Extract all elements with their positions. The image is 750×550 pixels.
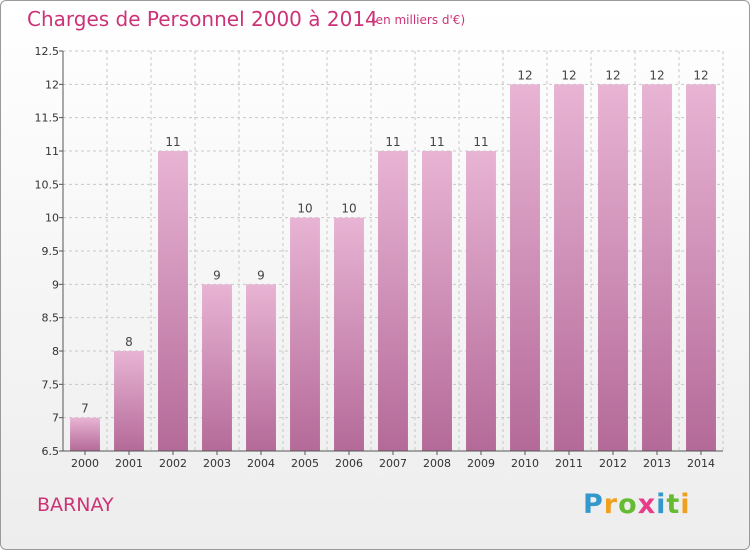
x-tick-label-2011: 2011 (555, 457, 583, 470)
bar-2008[interactable] (422, 151, 452, 451)
x-tick-label-2000: 2000 (71, 457, 99, 470)
x-tick-label-2007: 2007 (379, 457, 407, 470)
logo-letter: P (583, 489, 604, 520)
data-label-2005: 10 (297, 202, 312, 216)
y-tick-label: 8 (52, 345, 59, 358)
y-tick-label: 7.5 (42, 378, 60, 391)
logo-letter: r (603, 489, 619, 520)
data-label-2014: 12 (693, 68, 708, 82)
x-tick-label-2009: 2009 (467, 457, 495, 470)
x-tick-label-2014: 2014 (687, 457, 715, 470)
y-tick-label: 9 (52, 278, 59, 291)
chart-subtitle: (en milliers d'€) (371, 13, 466, 27)
x-tick-label-2008: 2008 (423, 457, 451, 470)
data-label-2006: 10 (341, 202, 356, 216)
data-label-2001: 8 (125, 335, 133, 349)
x-tick-label-2004: 2004 (247, 457, 275, 470)
y-tick-label: 12.5 (35, 45, 60, 58)
data-label-2003: 9 (213, 268, 221, 282)
x-tick-label-2003: 2003 (203, 457, 231, 470)
bar-2014[interactable] (686, 84, 716, 451)
bar-2013[interactable] (642, 84, 672, 451)
y-tick-label: 11 (45, 145, 59, 158)
logo-letter: x (637, 489, 657, 520)
bars (70, 84, 716, 451)
data-label-2011: 12 (561, 68, 576, 82)
bar-2012[interactable] (598, 84, 628, 451)
y-tick-label: 11.5 (35, 112, 60, 125)
x-tick-label-2005: 2005 (291, 457, 319, 470)
bar-2003[interactable] (202, 284, 232, 451)
chart-title: Charges de Personnel 2000 à 2014 (27, 7, 378, 31)
bar-2007[interactable] (378, 151, 408, 451)
logo-letter: o (618, 489, 638, 520)
x-tick-label-2002: 2002 (159, 457, 187, 470)
proxiti-logo[interactable]: Proxiti (583, 489, 691, 520)
bar-2010[interactable] (510, 84, 540, 451)
bar-2011[interactable] (554, 84, 584, 451)
bar-2009[interactable] (466, 151, 496, 451)
x-tick-label-2010: 2010 (511, 457, 539, 470)
bar-2005[interactable] (290, 217, 320, 451)
x-tick-label-2012: 2012 (599, 457, 627, 470)
data-label-2009: 11 (473, 135, 488, 149)
x-tick-label-2001: 2001 (115, 457, 143, 470)
data-label-2002: 11 (165, 135, 180, 149)
data-label-2008: 11 (429, 135, 444, 149)
y-tick-label: 9.5 (42, 245, 60, 258)
place-name: BARNAY (37, 494, 114, 516)
bar-2001[interactable] (114, 351, 144, 451)
data-label-2004: 9 (257, 268, 265, 282)
labels: 6.5 7 7.5 8 8.5 9 9.5 10 10.5 11 11.5 12 12.5 7 2000 8 2… (35, 45, 716, 470)
y-tick-label: 7 (52, 412, 59, 425)
data-label-2000: 7 (81, 402, 89, 416)
axes (59, 50, 723, 455)
bar-2002[interactable] (158, 151, 188, 451)
bar-2000[interactable] (70, 417, 100, 451)
data-label-2013: 12 (649, 68, 664, 82)
y-tick-label: 6.5 (42, 445, 60, 458)
logo-letter: i (680, 489, 691, 520)
logo-letter: t (666, 489, 681, 520)
x-tick-label-2013: 2013 (643, 457, 671, 470)
y-tick-label: 10 (45, 212, 59, 225)
y-tick-label: 10.5 (35, 178, 60, 191)
bar-2004[interactable] (246, 284, 276, 451)
data-label-2007: 11 (385, 135, 400, 149)
y-tick-label: 8.5 (42, 312, 60, 325)
x-tick-label-2006: 2006 (335, 457, 363, 470)
logo-letter: i (656, 489, 667, 520)
data-label-2012: 12 (605, 68, 620, 82)
bar-2006[interactable] (334, 217, 364, 451)
y-tick-label: 12 (45, 78, 59, 91)
data-label-2010: 12 (517, 68, 532, 82)
